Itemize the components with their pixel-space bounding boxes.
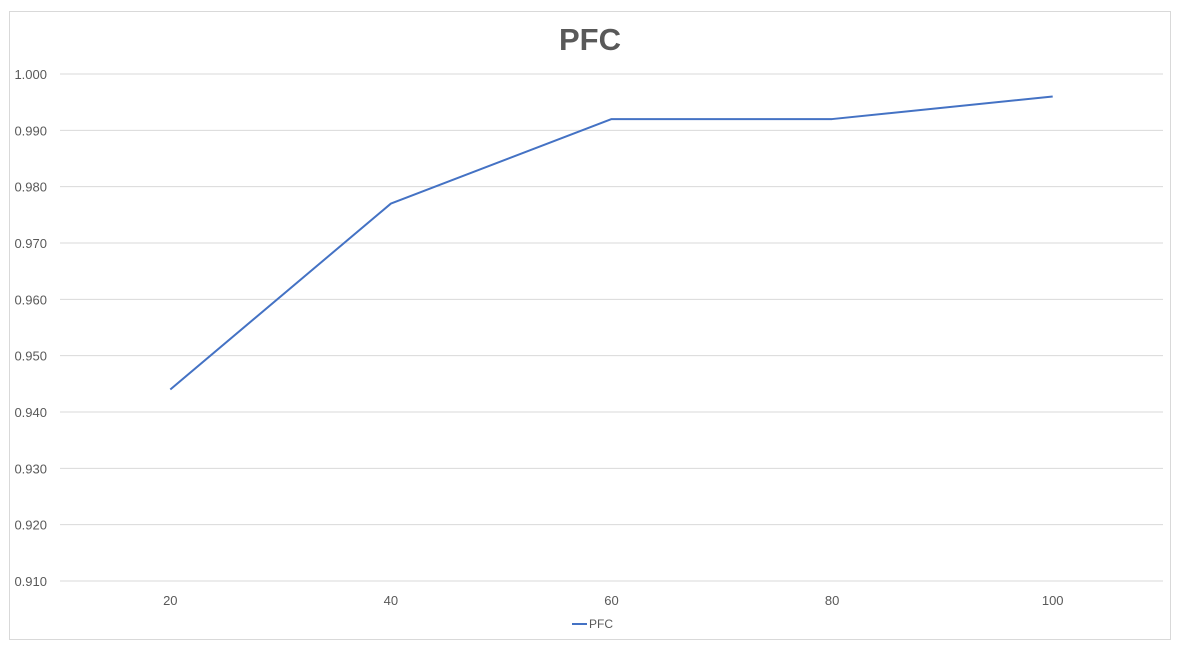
chart-frame xyxy=(9,11,1171,640)
x-tick-label: 20 xyxy=(163,593,177,608)
y-tick-label: 0.990 xyxy=(14,123,47,138)
chart-title: PFC xyxy=(559,22,621,57)
y-tick-label: 0.920 xyxy=(14,518,47,533)
y-tick-label: 1.000 xyxy=(14,67,47,82)
y-tick-label: 0.930 xyxy=(14,461,47,476)
x-axis-ticks: 20 40 60 80 100 xyxy=(163,593,1063,608)
x-tick-label: 40 xyxy=(384,593,398,608)
legend: PFC xyxy=(572,617,613,631)
y-tick-label: 0.940 xyxy=(14,405,47,420)
series-group xyxy=(169,95,1053,391)
y-tick-label: 0.910 xyxy=(14,574,47,589)
series-line-pfc xyxy=(169,95,1053,391)
x-tick-label: 60 xyxy=(604,593,618,608)
x-tick-label: 80 xyxy=(825,593,839,608)
y-tick-label: 0.950 xyxy=(14,349,47,364)
x-tick-label: 100 xyxy=(1042,593,1064,608)
y-tick-label: 0.980 xyxy=(14,180,47,195)
y-tick-label: 0.970 xyxy=(14,236,47,251)
gridlines xyxy=(60,73,1163,582)
y-axis-ticks: 0.910 0.920 0.930 0.940 0.950 0.960 0.970 0.980… xyxy=(14,67,47,589)
y-tick-label: 0.960 xyxy=(14,292,47,307)
legend-label-pfc: PFC xyxy=(589,617,613,631)
